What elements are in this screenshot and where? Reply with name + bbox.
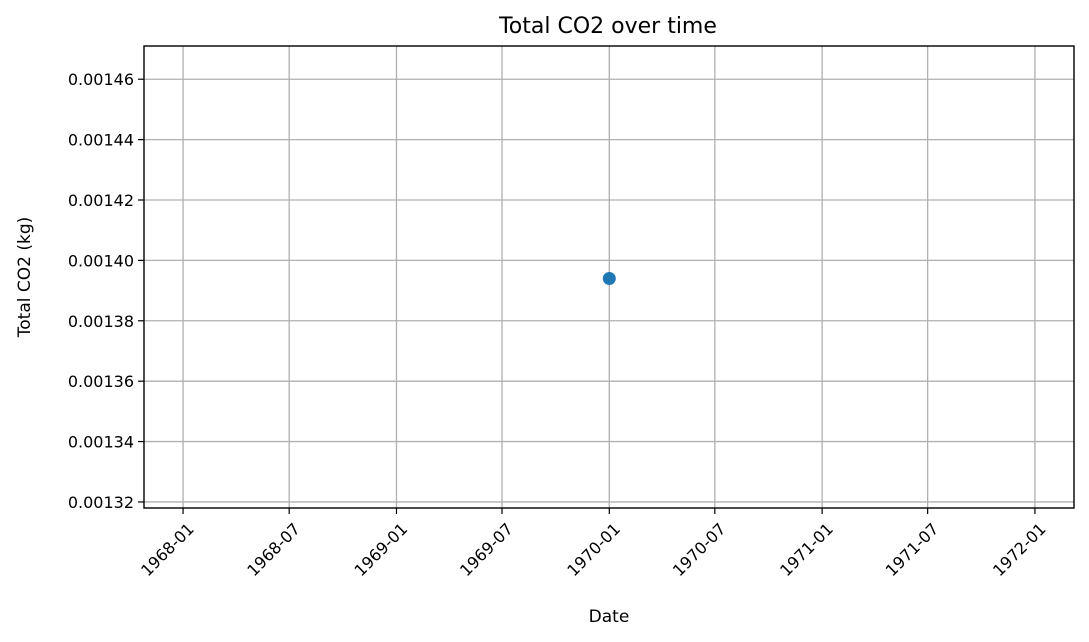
y-tick-label: 0.00136 bbox=[68, 372, 134, 391]
y-tick-label: 0.00142 bbox=[68, 191, 134, 210]
grid-layer bbox=[144, 46, 1074, 508]
y-tick-label: 0.00132 bbox=[68, 493, 134, 512]
data-point bbox=[602, 272, 616, 286]
tick-layer: 1968-01 1968-07 1969-01 1969-07 1970-01 1970-… bbox=[68, 70, 1050, 580]
data-layer bbox=[602, 272, 616, 286]
y-tick-label: 0.00140 bbox=[68, 251, 134, 270]
y-tick-label: 0.00134 bbox=[68, 433, 134, 452]
x-tick-label: 1968-07 bbox=[243, 519, 304, 580]
x-tick-label: 1971-07 bbox=[882, 519, 943, 580]
plot-frame bbox=[143, 45, 1075, 509]
chart-title: Total CO2 over time bbox=[498, 14, 717, 39]
x-tick-label: 1970-07 bbox=[669, 519, 730, 580]
x-tick-label: 1968-01 bbox=[137, 519, 198, 580]
x-axis-label: Date bbox=[589, 607, 630, 627]
x-tick-label: 1971-01 bbox=[776, 519, 837, 580]
y-axis-label: Total CO2 (kg) bbox=[15, 217, 35, 338]
y-tick-label: 0.00144 bbox=[68, 131, 134, 150]
x-tick-label: 1972-01 bbox=[989, 519, 1050, 580]
y-tick-label: 0.00146 bbox=[68, 70, 134, 89]
x-tick-label: 1969-01 bbox=[351, 519, 412, 580]
x-tick-label: 1969-07 bbox=[456, 519, 517, 580]
y-tick-label: 0.00138 bbox=[68, 312, 134, 331]
x-tick-label: 1970-01 bbox=[563, 519, 624, 580]
